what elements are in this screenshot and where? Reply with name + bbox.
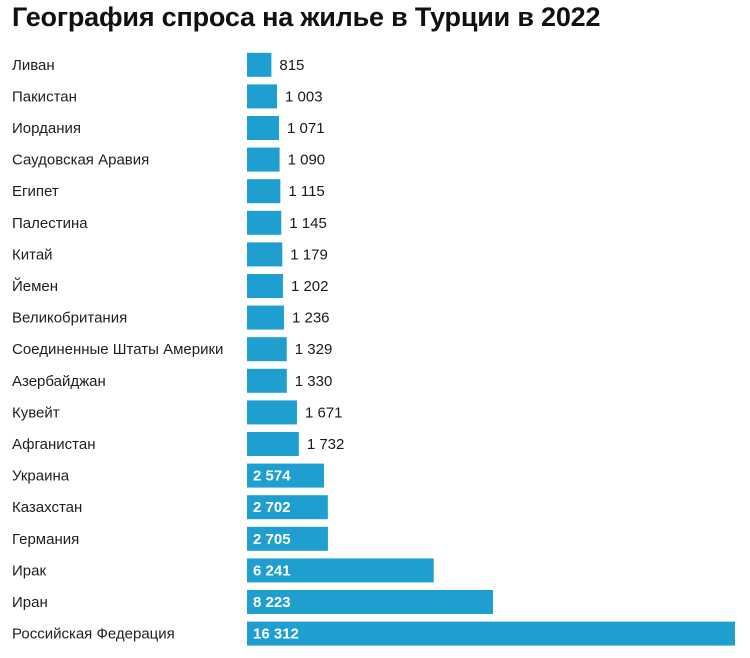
value-label: 1 236 [292, 310, 330, 327]
category-label: Украина [12, 468, 70, 485]
value-label: 1 732 [307, 436, 345, 453]
bar [247, 210, 282, 235]
category-label: Саудовская Аравия [12, 152, 149, 169]
category-label: Азербайджан [12, 373, 106, 390]
value-label: 1 671 [305, 404, 343, 421]
category-label: Соединенные Штаты Америки [12, 341, 223, 358]
category-label: Палестина [12, 215, 88, 232]
value-label: 1 202 [291, 278, 329, 295]
value-label: 1 003 [285, 88, 323, 105]
category-label: Германия [12, 531, 79, 548]
value-label: 1 145 [289, 215, 327, 232]
bar [247, 432, 299, 456]
value-label: 1 115 [288, 183, 324, 200]
bar [247, 116, 280, 140]
value-label: 16 312 [253, 626, 299, 643]
bar [247, 590, 494, 614]
bar [247, 305, 284, 330]
value-label: 1 071 [287, 120, 325, 137]
value-label: 815 [279, 57, 304, 74]
bar [247, 147, 280, 172]
bar [247, 84, 278, 109]
value-label: 1 090 [288, 152, 326, 169]
category-label: Ливан [12, 57, 55, 74]
bar [247, 274, 283, 298]
category-label: Пакистан [12, 88, 77, 105]
bar [247, 242, 283, 267]
value-label: 8 223 [253, 594, 291, 611]
value-label: 6 241 [253, 562, 291, 579]
bar [247, 337, 287, 362]
bar [247, 179, 281, 204]
chart-title: География спроса на жилье в Турции в 202… [12, 2, 601, 32]
bar [247, 526, 328, 551]
bar [247, 621, 735, 646]
bar [247, 495, 328, 520]
bar [247, 400, 297, 425]
bar [247, 558, 434, 583]
category-label: Ирак [12, 562, 46, 579]
bar [247, 368, 287, 393]
value-label: 1 329 [295, 341, 333, 358]
value-label: 2 702 [253, 499, 291, 516]
bar [247, 463, 325, 488]
category-label: Афганистан [12, 436, 96, 453]
category-label: Египет [12, 183, 59, 200]
value-label: 1 330 [295, 373, 333, 390]
value-label: 2 574 [253, 468, 291, 485]
category-label: Российская Федерация [12, 626, 175, 643]
category-label: Великобритания [12, 310, 127, 327]
value-label: 2 705 [253, 531, 291, 548]
category-label: Китай [12, 246, 53, 263]
category-label: Казахстан [12, 499, 82, 516]
value-label: 1 179 [290, 246, 328, 263]
category-label: Кувейт [12, 404, 60, 421]
category-label: Иордания [12, 120, 81, 137]
bar [247, 52, 272, 77]
category-label: Йемен [12, 277, 58, 295]
category-label: Иран [12, 594, 48, 611]
